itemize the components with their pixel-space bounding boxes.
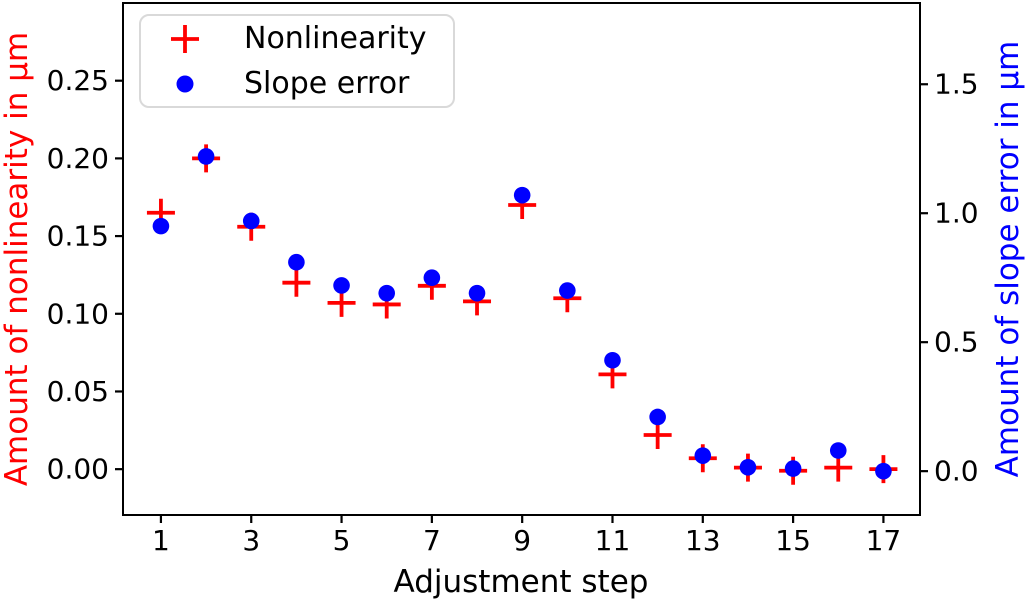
slope-error-marker [333, 277, 350, 294]
nonlinearity-marker [643, 420, 672, 449]
left-y-tick-label: 0.10 [47, 297, 109, 330]
right-y-tick-label: 0.5 [934, 326, 979, 359]
legend: Nonlinearity Slope error [139, 14, 455, 108]
slope-error-marker [513, 186, 531, 204]
nonlinearity-marker [282, 268, 311, 297]
x-tick-label: 7 [423, 524, 441, 557]
slope-error-marker [829, 442, 847, 459]
right-y-tick-label: 1.0 [934, 197, 979, 230]
x-tick-label: 5 [333, 524, 351, 557]
left-y-tick-label: 0.05 [47, 375, 109, 408]
slope-error-marker [875, 462, 892, 480]
x-tick-label: 17 [866, 524, 902, 557]
left-y-tick-label: 0.20 [47, 142, 109, 175]
slope-error-marker [242, 212, 260, 230]
x-tick-label: 9 [513, 524, 531, 557]
left-y-axis-label: Amount of nonlinearity in μm [0, 31, 35, 487]
slope-error-marker [649, 408, 666, 426]
x-tick-label: 15 [775, 524, 811, 557]
x-tick-label: 13 [685, 524, 721, 557]
legend-label-nonlinearity: Nonlinearity [244, 21, 427, 56]
x-tick-label: 1 [152, 524, 170, 557]
x-tick-label: 11 [595, 524, 631, 557]
slope-error-marker [559, 282, 576, 299]
slope-error-marker [288, 253, 305, 271]
x-axis-label: Adjustment step [393, 564, 649, 600]
slope-error-marker [739, 458, 757, 476]
legend-item-nonlinearity: Nonlinearity [141, 16, 453, 61]
slope-error-marker [423, 269, 441, 287]
right-y-axis-label: Amount of slope error in μm [990, 40, 1025, 478]
slope-error-marker [197, 148, 215, 165]
legend-label-slope-error: Slope error [244, 66, 410, 101]
left-y-tick-label: 0.15 [47, 220, 109, 253]
x-tick-label: 3 [242, 524, 260, 557]
slope-error-marker [378, 284, 396, 302]
slope-error-marker [468, 284, 486, 302]
slope-error-marker [604, 351, 621, 369]
right-y-tick-label: 0.0 [934, 455, 979, 488]
left-y-tick-label: 0.00 [47, 453, 109, 486]
circle-marker-icon [141, 67, 229, 101]
legend-item-slope-error: Slope error [141, 61, 453, 106]
slope-error-marker [694, 447, 712, 464]
left-y-tick-label: 0.25 [47, 64, 109, 97]
slope-error-marker [152, 217, 170, 235]
plus-marker-icon [141, 22, 229, 56]
right-y-tick-label: 1.5 [934, 68, 979, 101]
slope-error-marker [784, 460, 802, 477]
